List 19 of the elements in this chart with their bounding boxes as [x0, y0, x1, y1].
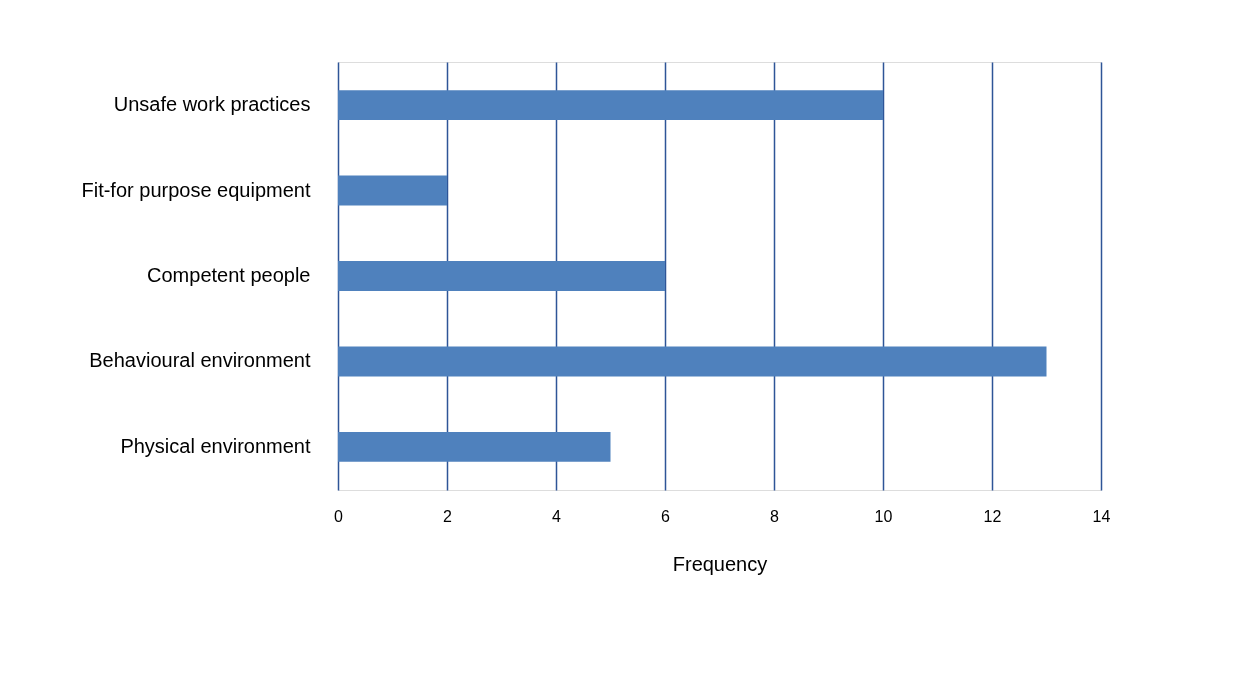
y-tick-label: Fit-for purpose equipment [81, 178, 311, 201]
bar [338, 346, 1047, 377]
x-tick-label: 14 [1092, 507, 1111, 525]
x-tick-label: 12 [983, 507, 1002, 525]
y-tick-label: Competent people [147, 264, 311, 286]
x-tick-label: 6 [661, 507, 671, 525]
y-tick-label: Physical environment [120, 434, 311, 457]
x-tick-label: 10 [874, 507, 893, 525]
x-tick-label: 0 [334, 507, 344, 525]
y-tick-label: Behavioural environment [89, 349, 311, 372]
x-tick-label: 8 [770, 507, 780, 525]
bar [338, 175, 447, 206]
bar [338, 431, 611, 462]
bar [338, 261, 665, 291]
x-tick-label: 4 [552, 507, 562, 525]
x-axis-title: Frequency [672, 552, 768, 575]
y-tick-label: Unsafe work practices [113, 93, 311, 116]
bar [338, 90, 883, 121]
x-tick-label: 2 [443, 507, 453, 525]
